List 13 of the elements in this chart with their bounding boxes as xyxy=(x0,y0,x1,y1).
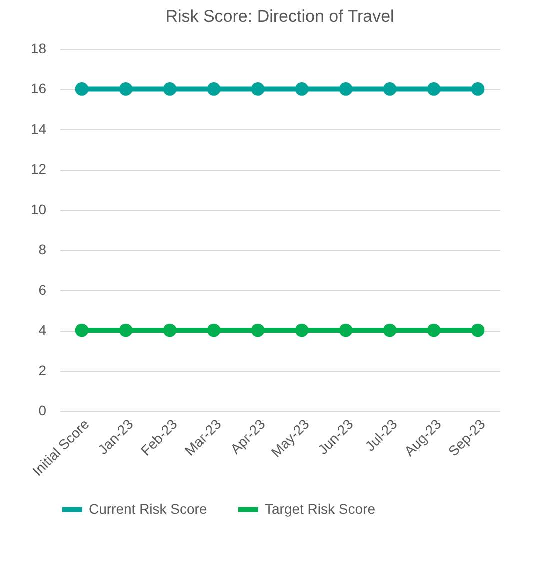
y-tick-label: 0 xyxy=(38,402,47,418)
y-tick-label: 4 xyxy=(38,322,47,338)
y-tick-label: 6 xyxy=(38,282,47,298)
y-tick-label: 12 xyxy=(30,161,47,178)
y-tick-label: 16 xyxy=(30,80,47,97)
y-tick-label: 14 xyxy=(30,120,47,137)
y-tick-label: 2 xyxy=(38,362,47,378)
legend-label: Current Risk Score xyxy=(89,500,208,517)
chart-title: Risk Score: Direction of Travel xyxy=(166,7,394,26)
y-tick-label: 10 xyxy=(30,201,47,218)
y-tick-label: 18 xyxy=(30,40,47,56)
legend-label: Target Risk Score xyxy=(265,500,376,517)
y-tick-label: 8 xyxy=(38,242,47,258)
